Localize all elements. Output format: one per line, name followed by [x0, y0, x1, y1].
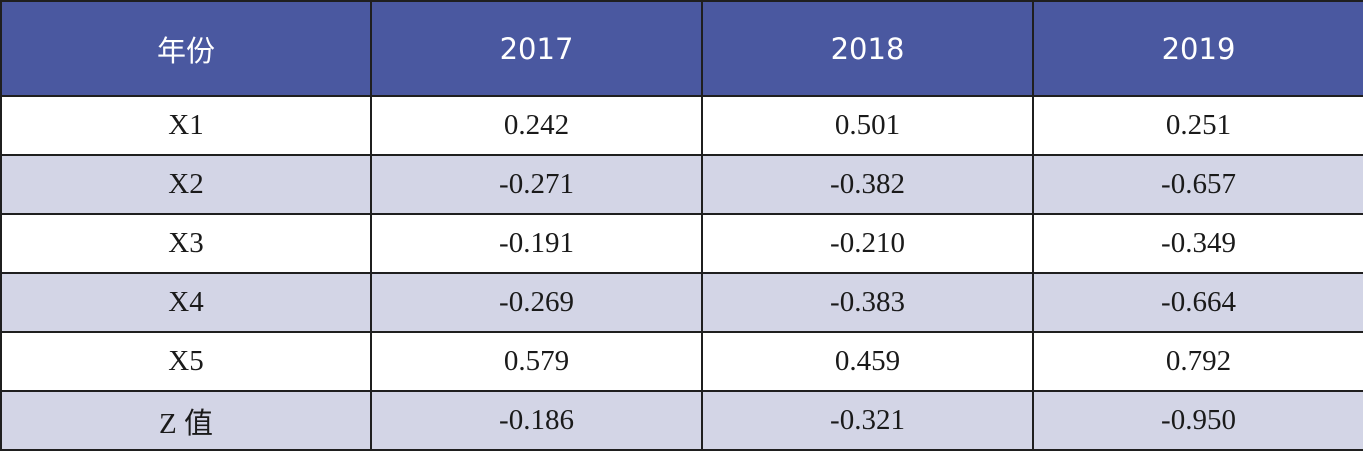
cell-2017: -0.269 — [370, 272, 703, 333]
cell-2018: 0.459 — [701, 331, 1034, 392]
row-label: Z 值 — [0, 390, 372, 451]
cell-2019: -0.349 — [1032, 213, 1363, 274]
cell-2019: -0.664 — [1032, 272, 1363, 333]
cell-2017: 0.242 — [370, 95, 703, 156]
cell-2017: -0.186 — [370, 390, 703, 451]
header-cell-2019: 2019 — [1032, 0, 1363, 97]
cell-2017: -0.271 — [370, 154, 703, 215]
table-row-z: Z 值 -0.186 -0.321 -0.950 — [0, 390, 1363, 451]
table-row-x1: X1 0.242 0.501 0.251 — [0, 95, 1363, 156]
table-row-x3: X3 -0.191 -0.210 -0.349 — [0, 213, 1363, 274]
header-cell-year: 年份 — [0, 0, 372, 97]
cell-2018: 0.501 — [701, 95, 1034, 156]
row-label: X1 — [0, 95, 372, 156]
cell-2017: -0.191 — [370, 213, 703, 274]
header-cell-2017: 2017 — [370, 0, 703, 97]
cell-2019: -0.657 — [1032, 154, 1363, 215]
table-header-row: 年份 2017 2018 2019 — [0, 0, 1363, 97]
cell-2018: -0.382 — [701, 154, 1034, 215]
row-label: X2 — [0, 154, 372, 215]
row-label: X4 — [0, 272, 372, 333]
cell-2018: -0.383 — [701, 272, 1034, 333]
cell-2018: -0.210 — [701, 213, 1034, 274]
cell-2019: 0.792 — [1032, 331, 1363, 392]
table-row-x4: X4 -0.269 -0.383 -0.664 — [0, 272, 1363, 333]
cell-2018: -0.321 — [701, 390, 1034, 451]
cell-2019: -0.950 — [1032, 390, 1363, 451]
cell-2017: 0.579 — [370, 331, 703, 392]
row-label: X3 — [0, 213, 372, 274]
table-row-x2: X2 -0.271 -0.382 -0.657 — [0, 154, 1363, 215]
row-label: X5 — [0, 331, 372, 392]
table-row-x5: X5 0.579 0.459 0.792 — [0, 331, 1363, 392]
cell-2019: 0.251 — [1032, 95, 1363, 156]
header-cell-2018: 2018 — [701, 0, 1034, 97]
